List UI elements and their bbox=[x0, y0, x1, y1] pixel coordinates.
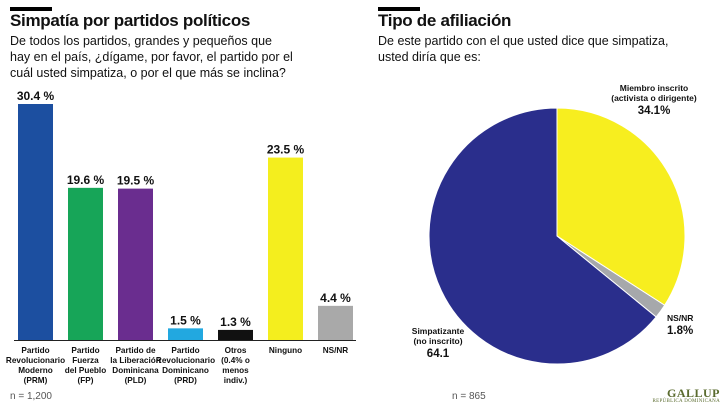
pie-chart-title: Tipo de afiliación bbox=[378, 11, 512, 30]
slice-value-label: 1.8% bbox=[667, 325, 693, 337]
logo-name: GALLUP bbox=[666, 386, 720, 400]
left-panel: Simpatía por partidos políticos De todos… bbox=[0, 0, 362, 410]
title-accent-bar bbox=[378, 7, 420, 11]
bar bbox=[268, 157, 303, 340]
category-label: Ninguno bbox=[269, 346, 302, 355]
pie-chart-sample-size: n = 865 bbox=[452, 391, 486, 402]
right-panel: Tipo de afiliación De este partido con e… bbox=[372, 0, 728, 410]
bar-value-label: 19.5 % bbox=[117, 174, 155, 188]
bar bbox=[118, 188, 153, 340]
pie-chart: Miembro inscrito (activista o dirigente) 3… bbox=[412, 83, 697, 365]
bar-chart-sample-size: n = 1,200 bbox=[10, 391, 52, 402]
pie-slice bbox=[556, 107, 686, 306]
pie-chart-question: De este partido con el que usted dice qu… bbox=[378, 34, 669, 64]
bar-value-label: 1.5 % bbox=[170, 313, 201, 327]
bar-chart-title: Simpatía por partidos políticos bbox=[10, 11, 251, 30]
bar bbox=[168, 328, 203, 340]
bar-value-label: 23.5 % bbox=[267, 143, 305, 157]
bar-value-label: 4.4 % bbox=[320, 291, 351, 305]
category-label: Partido Revolucionario Dominicano (PRD) bbox=[156, 346, 215, 385]
slice-label: Miembro inscrito (activista o dirigente) bbox=[611, 83, 697, 103]
bar bbox=[318, 305, 353, 340]
gallup-logo: GALLUP REPÚBLICA DOMINICANA bbox=[652, 386, 720, 404]
slice-value-label: 64.1 bbox=[427, 348, 450, 360]
bar bbox=[18, 104, 53, 340]
bar-chart: 30.4 % Partido Revolucionario Moderno (PRM) 1… bbox=[6, 89, 356, 385]
title-accent-bar bbox=[10, 7, 52, 11]
category-label: NS/NR bbox=[323, 346, 349, 355]
slice-label: NS/NR bbox=[667, 313, 693, 323]
slice-label: Simpatizante (no inscrito) bbox=[412, 326, 465, 346]
slice-value-label: 34.1% bbox=[638, 105, 671, 117]
bar bbox=[218, 329, 253, 340]
category-label: Partido de la Liberación Dominicana (PLD) bbox=[110, 346, 161, 385]
bar-value-label: 1.3 % bbox=[220, 315, 251, 329]
bar-value-label: 19.6 % bbox=[67, 173, 105, 187]
pie-slice bbox=[428, 107, 657, 365]
bar-chart-question: De todos los partidos, grandes y pequeño… bbox=[10, 34, 293, 80]
category-label: Otros (0.4% o menos indiv.) bbox=[221, 346, 250, 385]
category-label: Partido Fuerza del Pueblo (FP) bbox=[65, 346, 106, 385]
bar bbox=[68, 187, 103, 340]
bar-value-label: 30.4 % bbox=[17, 89, 55, 103]
logo-tagline: REPÚBLICA DOMINICANA bbox=[652, 399, 720, 404]
category-label: Partido Revolucionario Moderno (PRM) bbox=[6, 346, 65, 385]
